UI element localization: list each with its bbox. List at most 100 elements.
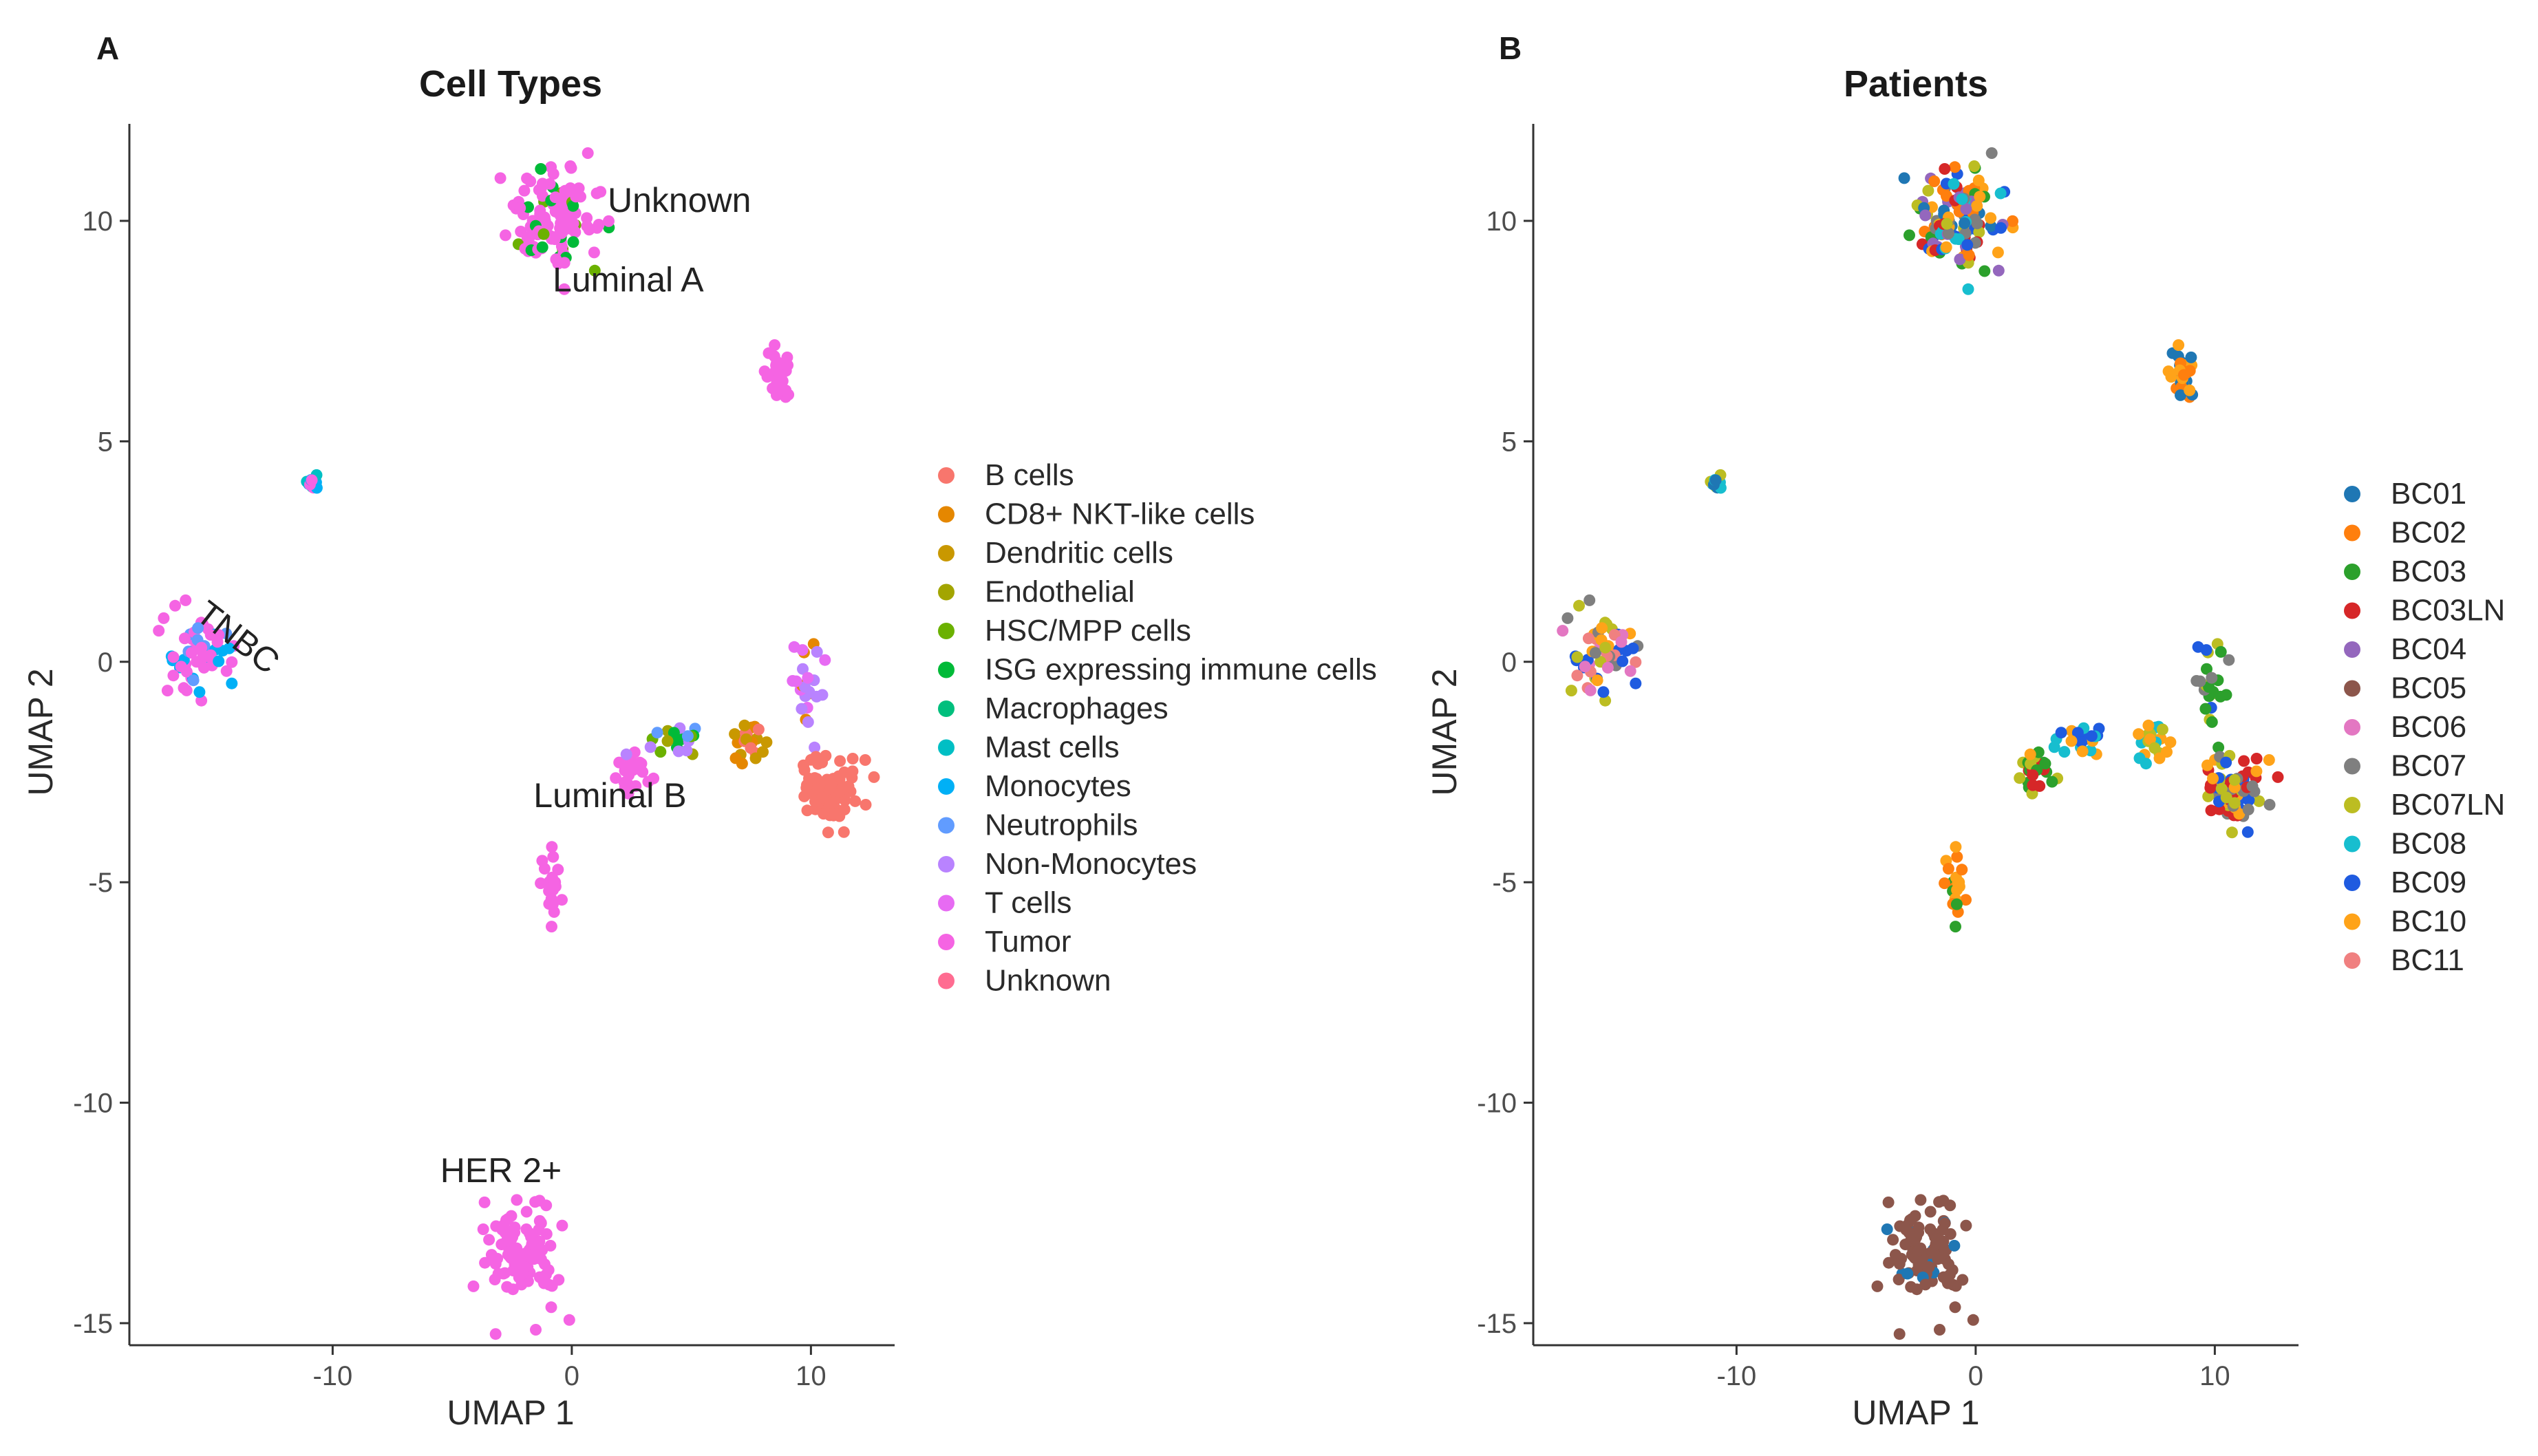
legend-swatch (938, 467, 955, 484)
right-upper-streak-point (816, 689, 829, 701)
lower-streak-point (1952, 877, 1964, 889)
upper-right-cluster-point (2166, 347, 2179, 359)
tnbc-cluster-point (175, 661, 187, 673)
her2-cluster-point (1882, 1196, 1895, 1208)
her2-cluster-point (533, 1223, 545, 1236)
luminal-a-cluster-point (1939, 163, 1951, 175)
luminal-a-cluster-point (1979, 265, 1991, 277)
legend-label: BC07LN (2391, 788, 2505, 822)
b-cell-cluster-point (846, 765, 859, 778)
b-cell-cluster-point (834, 755, 846, 767)
mid-right-cluster-point (2133, 752, 2146, 764)
y-tick-label: 10 (1486, 206, 1517, 237)
luminal-a-cluster-point (494, 172, 506, 184)
mid-right-cluster-point (2142, 719, 2155, 731)
legend-swatch (938, 700, 955, 717)
upper-right-cluster-point (780, 384, 792, 396)
tnbc-cluster-point (158, 612, 170, 624)
her2-cluster-point (520, 1206, 533, 1218)
upper-right-cluster-point (2173, 339, 2185, 351)
her2-cluster-point (533, 1195, 546, 1207)
luminal-a-cluster-point (582, 147, 594, 159)
her2-cluster-point (1887, 1234, 1899, 1246)
b-cell-cluster-point (822, 826, 834, 839)
luminal-a-cluster-point (1943, 227, 1954, 239)
cluster-annotation: Luminal B (533, 776, 686, 815)
luminal-a-cluster-point (567, 236, 579, 248)
legend-swatch (2344, 875, 2360, 891)
lower-streak-point (535, 877, 547, 890)
her2-cluster-point (519, 1261, 531, 1273)
mid-right-cluster-point (2144, 733, 2156, 745)
panel-a: A Cell Types UMAP 1 UMAP 2 -10 0 101050-5-… (21, 30, 1377, 1432)
right-upper-streak-point (811, 645, 823, 658)
her2-cluster-point (1894, 1220, 1906, 1232)
b-cell-cluster-point (2220, 756, 2232, 769)
legend-label: BC10 (2391, 905, 2466, 939)
her2-cluster-point (1912, 1226, 1925, 1239)
upper-right-cluster-point (781, 351, 793, 363)
luminal-a-cluster-point (538, 211, 551, 224)
her2-cluster-point (1901, 1267, 1914, 1280)
panel-a-points (153, 147, 880, 1340)
right-upper-streak-point (2212, 741, 2225, 753)
tnbc-cluster-point (178, 632, 191, 645)
tnbc-cluster-point (187, 674, 200, 687)
b-cell-cluster-point (2253, 795, 2265, 807)
upper-right-cluster-point (761, 371, 774, 383)
legend-label: B cells (985, 458, 1074, 492)
her2-cluster-point (1912, 1245, 1924, 1257)
b-cell-cluster-point (2246, 780, 2259, 793)
right-upper-streak-point (2194, 675, 2206, 687)
her2-cluster-point (1937, 1223, 1949, 1236)
y-tick-label: -5 (88, 868, 113, 898)
her2-cluster-point (1910, 1283, 1923, 1296)
legend-swatch (2344, 719, 2360, 736)
luminal-a-cluster-point (564, 160, 577, 172)
luminal-a-cluster-point (588, 246, 600, 259)
luminal-a-cluster-point (581, 212, 593, 224)
b-cell-cluster-point (798, 759, 809, 771)
luminal-b-left-cluster-point (2014, 772, 2026, 784)
luminal-a-cluster-point (567, 200, 579, 212)
panel-b-title: Patients (1844, 63, 1988, 105)
her2-cluster-point (489, 1258, 502, 1270)
tnbc-cluster-point (167, 670, 180, 682)
right-upper-streak-point (2199, 703, 2212, 715)
b-cell-cluster-point (2241, 826, 2254, 838)
luminal-a-cluster-point (1973, 226, 1985, 238)
tnbc-cluster-point (153, 625, 165, 637)
upper-right-cluster-point (2184, 384, 2196, 396)
luminal-b-left-cluster-point (2027, 779, 2039, 791)
her2-cluster-point (563, 1314, 575, 1326)
luminal-b-left-cluster-point (610, 772, 622, 784)
luminal-a-cluster-point (1898, 172, 1910, 184)
tnbc-cluster-point (161, 685, 173, 697)
right-upper-streak-point (2206, 716, 2218, 728)
panel-a-ticks: -10 0 10 10 5 0 -5 -10 -15 (73, 206, 826, 1391)
b-cell-cluster-point (839, 794, 851, 806)
b-cell-cluster-point (2272, 771, 2284, 783)
her2-cluster-point (508, 1245, 520, 1257)
legend-label: HSC/MPP cells (985, 614, 1191, 647)
lower-streak-point (1951, 850, 1963, 863)
y-tick-label: -10 (1477, 1089, 1517, 1119)
cluster-annotation: HER 2+ (440, 1151, 562, 1190)
tnbc-cluster-point (167, 651, 180, 663)
luminal-b-arc-point (672, 736, 683, 749)
her2-cluster-point (1919, 1278, 1932, 1291)
b-cell-cluster-point (824, 774, 837, 786)
luminal-a-cluster-point (2007, 215, 2018, 227)
right-upper-streak-point (802, 672, 814, 684)
mid-right-cluster-point (745, 742, 757, 754)
panel-b-ylabel: UMAP 2 (1425, 668, 1464, 795)
b-cell-cluster-point (859, 754, 871, 766)
her2-cluster-point (1881, 1223, 1893, 1235)
tnbc-cluster-point (1579, 661, 1591, 673)
luminal-a-cluster-point (1941, 217, 1953, 230)
panel-b: B Patients UMAP 1 UMAP 2 -10 0 101050-5-10… (1425, 30, 2505, 1432)
luminal-a-cluster-point (570, 191, 582, 203)
b-cell-cluster-point (860, 799, 872, 811)
tnbc-cluster-point (1591, 674, 1603, 687)
